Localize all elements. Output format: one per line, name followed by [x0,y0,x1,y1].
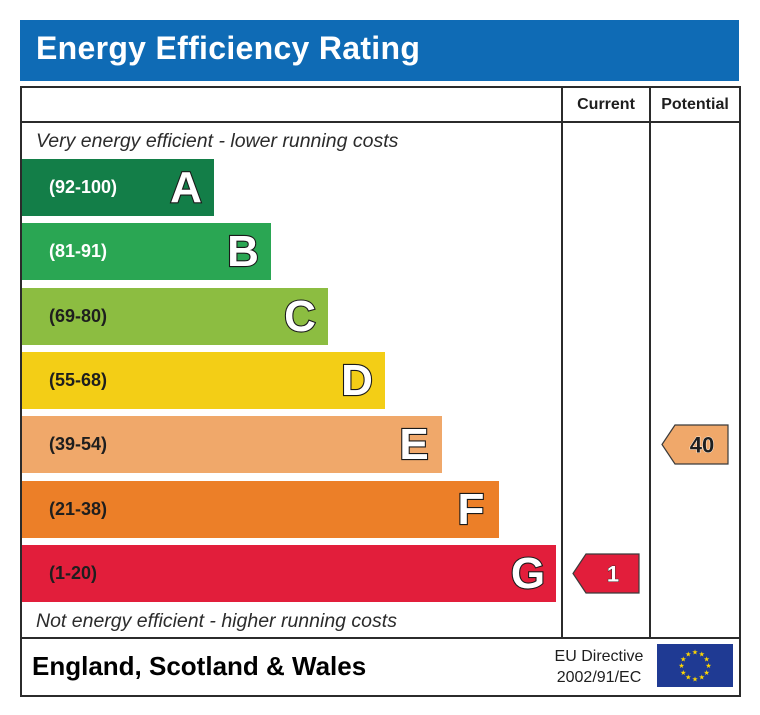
rating-band-a: (92-100) A [22,159,214,216]
band-letter-a: A [170,163,202,212]
eu-flag-icon: ★ ★ ★ ★ ★ ★ ★ ★ ★ ★ ★ ★ [657,644,733,687]
band-range-label: (55-68) [49,369,108,390]
band-letter-d: D [341,356,373,405]
band-letter-label: A [162,159,210,216]
band-letter-label: C [276,288,324,345]
eu-star-icon: ★ [692,676,698,684]
band-range-label: (92-100) [49,177,118,197]
band-range-label: (39-54) [49,434,108,455]
band-range-label: (21-38) [49,498,108,519]
band-letter-label: B [219,223,267,280]
potential-rating-arrow: 40 [661,424,729,465]
eu-star-icon: ★ [704,655,710,663]
band-letter-b: B [227,227,259,276]
band-letter-label: F [447,481,495,538]
rating-value: 1 [607,561,619,586]
bottom-note: Not energy efficient - higher running co… [36,610,397,632]
band-range-label: (1-20) [49,562,98,583]
eu-star-icon: ★ [685,674,691,682]
eu-star-icon: ★ [699,674,705,682]
band-letter-g: G [511,549,545,598]
current-column-divider [561,88,563,639]
page-title: Energy Efficiency Rating [36,30,421,66]
footer-divider [22,637,739,639]
eu-directive-line1: EU Directive [554,648,644,665]
eu-directive-line2: 2002/91/EC [556,669,642,686]
band-range-label: (81-91) [49,241,108,262]
rating-arrow-shape [572,553,640,594]
band-letter-f: F [458,485,485,534]
eu-star-icon: ★ [704,669,710,677]
eu-star-icon: ★ [692,649,698,657]
eu-star-icon: ★ [678,662,684,670]
rating-band-e: (39-54) E [22,416,442,474]
top-note: Very energy efficient - lower running co… [36,130,399,152]
eu-flag-background [657,644,733,687]
band-letter-label: D [333,352,381,409]
rating-value: 40 [690,433,714,458]
potential-column-divider [649,88,651,639]
potential-column-header: Potential [661,96,729,113]
rating-band-c: (69-80) C [22,287,328,345]
band-letter-label: G [504,545,552,602]
current-column-header: Current [577,96,635,113]
country-label: England, Scotland & Wales [32,651,367,681]
eu-star-icon: ★ [680,655,686,663]
header-row-divider [22,121,739,123]
rating-band-f: (21-38) F [22,480,499,538]
eu-star-icon: ★ [699,650,705,658]
rating-band-b: (81-91) B [22,223,271,281]
eu-star-icon: ★ [680,669,686,677]
band-letter-e: E [399,420,428,469]
header-bar: Energy Efficiency Rating [20,20,739,81]
rating-arrow-shape [661,424,729,465]
eu-star-icon: ★ [685,650,691,658]
rating-band-d: (55-68) D [22,351,385,409]
band-letter-c: C [284,292,316,341]
band-letter-label: E [390,416,438,473]
eu-star-icon: ★ [705,662,711,670]
current-rating-arrow: 1 [572,553,640,594]
band-range-label: (69-80) [49,305,108,326]
rating-table: Current Potential Very energy efficient … [20,86,741,697]
rating-band-g: (1-20) G [22,544,556,602]
